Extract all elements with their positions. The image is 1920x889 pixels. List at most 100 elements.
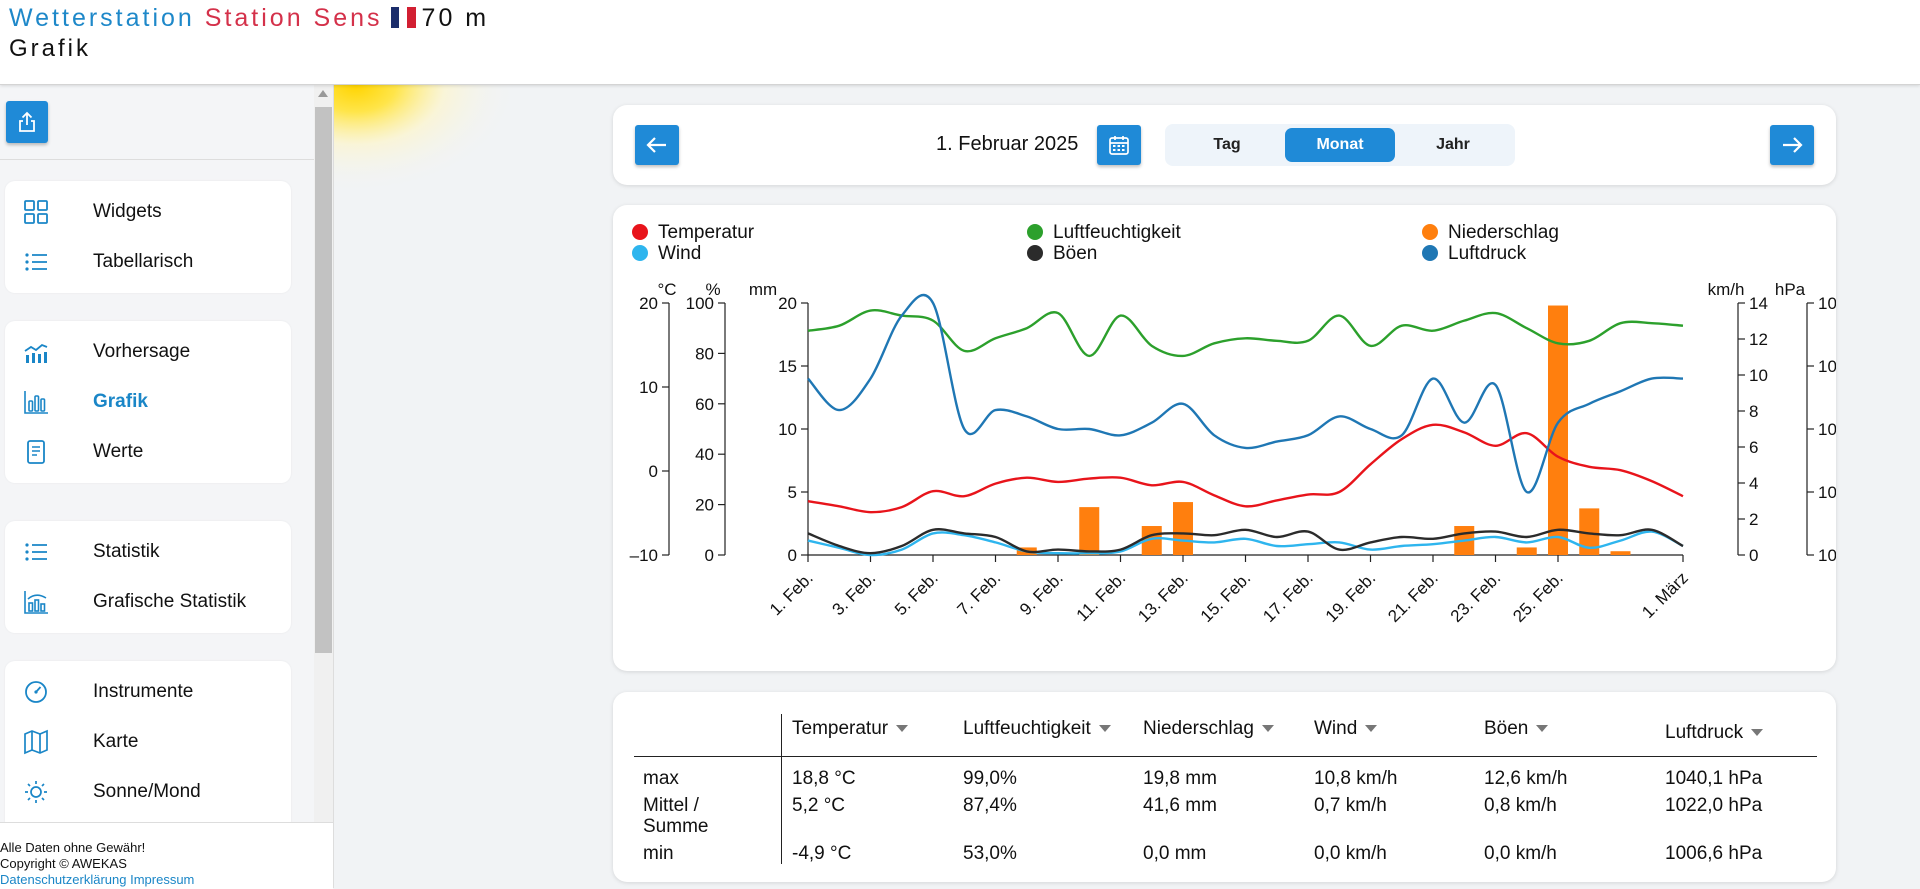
table-cell: 0,7 km/h <box>1314 795 1387 816</box>
axis-unit-label: °C <box>657 280 676 299</box>
x-tick-label: 11. Feb. <box>1073 568 1130 625</box>
sidebar-item-label: Statistik <box>93 541 160 562</box>
sun-icon <box>25 781 47 803</box>
legend-dot <box>1422 224 1438 240</box>
axis-unit-label: km/h <box>1708 280 1745 299</box>
sidebar-group-3: Statistik Grafische Statistik <box>5 521 291 633</box>
column-luftfeuchtigkeit[interactable]: Luftfeuchtigkeit <box>963 718 1111 740</box>
legend-wind[interactable]: Wind <box>632 243 701 265</box>
precipitation-bar <box>1548 305 1568 555</box>
sidebar-group-4: Instrumente Karte Sonne/Mond <box>5 661 291 831</box>
imprint-link[interactable]: Impressum <box>130 872 195 887</box>
axis-tick-label: 80 <box>695 344 714 363</box>
table-cell: 5,2 °C <box>792 795 846 816</box>
series-line-wind <box>807 530 1684 557</box>
sidebar-item-label: Grafik <box>93 391 148 412</box>
table-cell: 0,8 km/h <box>1484 795 1557 816</box>
axis-tick-label: 20 <box>639 294 658 313</box>
share-icon <box>19 111 35 132</box>
list-icon <box>25 543 47 561</box>
tab-jahr[interactable]: Jahr <box>1436 136 1470 153</box>
series-line-luftdruck <box>807 294 1684 494</box>
column-temperatur[interactable]: Temperatur <box>792 718 909 740</box>
period-switch: Tag Monat Jahr <box>1165 124 1515 166</box>
sort-caret-icon <box>1536 725 1549 732</box>
legend-luftdruck[interactable]: Luftdruck <box>1422 243 1526 265</box>
column-niederschlag[interactable]: Niederschlag <box>1143 718 1274 740</box>
axis-tick-label: 5 <box>788 483 797 502</box>
sidebar-item-karte[interactable]: Karte <box>5 717 291 767</box>
column-boeen[interactable]: Böen <box>1484 718 1549 740</box>
app-header: Wetterstation Station Sens 70 m Grafik <box>0 0 1920 85</box>
list-icon <box>25 253 47 271</box>
x-tick-label: 13. Feb. <box>1134 568 1192 626</box>
sidebar-item-sonne-mond[interactable]: Sonne/Mond <box>5 767 291 817</box>
weather-chart[interactable]: °C20100–10%100806040200mm20151050km/h141… <box>613 205 1836 671</box>
sidebar-group-1: Widgets Tabellarisch <box>5 181 291 293</box>
axis-unit-label: hPa <box>1775 280 1806 299</box>
previous-period-button[interactable] <box>635 125 679 165</box>
legend-boeen[interactable]: Böen <box>1027 243 1097 265</box>
sidebar-group-2: Vorhersage Grafik Werte <box>5 321 291 483</box>
column-wind[interactable]: Wind <box>1314 718 1378 740</box>
table-cell: 1040,1 hPa <box>1665 768 1763 789</box>
table-cell: -4,9 °C <box>792 843 852 864</box>
privacy-link[interactable]: Datenschutzerklärung <box>0 872 127 887</box>
document-icon <box>27 440 45 464</box>
calendar-icon <box>1109 136 1129 155</box>
sidebar-item-grafik[interactable]: Grafik <box>5 377 291 427</box>
calendar-button[interactable] <box>1097 125 1141 165</box>
map-icon <box>24 729 48 755</box>
table-cell: 1022,0 hPa <box>1665 795 1763 816</box>
table-cell: 41,6 mm <box>1143 795 1217 816</box>
table-header-divider <box>634 756 1817 757</box>
tab-monat[interactable]: Monat <box>1285 128 1395 162</box>
sidebar-item-label: Karte <box>93 731 139 752</box>
sidebar-item-label: Widgets <box>93 201 162 222</box>
share-button[interactable] <box>6 101 48 143</box>
precipitation-bar <box>1579 508 1600 555</box>
selected-date: 1. Februar 2025 <box>936 133 1079 155</box>
sidebar-item-statistik[interactable]: Statistik <box>5 527 291 577</box>
station-title: Wetterstation Station Sens 70 m <box>9 4 489 33</box>
sidebar-item-werte[interactable]: Werte <box>5 427 291 477</box>
sidebar-item-grafische-statistik[interactable]: Grafische Statistik <box>5 577 291 627</box>
tab-tag[interactable]: Tag <box>1213 136 1241 153</box>
x-tick-label: 9. Feb. <box>1016 568 1067 619</box>
x-tick-label: 25. Feb. <box>1509 568 1567 626</box>
page-title: Grafik <box>9 35 92 62</box>
scroll-up-arrow-icon[interactable] <box>318 90 328 97</box>
sort-caret-icon <box>1098 725 1111 732</box>
chart-panel: Temperatur Wind Luftfeuchtigkeit Böen Ni… <box>613 205 1836 671</box>
copyright-text: Copyright © AWEKAS <box>0 856 127 871</box>
axis-tick-label: 14 <box>1749 294 1768 313</box>
legend-luftfeuchtigkeit[interactable]: Luftfeuchtigkeit <box>1027 222 1181 244</box>
table-cell: 87,4% <box>963 795 1017 816</box>
row-label-mittel-summe: Mittel / Summe <box>643 795 709 837</box>
x-tick-label: 17. Feb. <box>1259 568 1317 626</box>
axis-tick-label: 6 <box>1749 438 1758 457</box>
sidebar-item-widgets[interactable]: Widgets <box>5 187 291 237</box>
legend-dot <box>632 224 648 240</box>
legend-niederschlag[interactable]: Niederschlag <box>1422 222 1559 244</box>
axis-tick-label: 20 <box>778 294 797 313</box>
x-tick-label: 5. Feb. <box>891 568 942 619</box>
table-cell: 1006,6 hPa <box>1665 843 1763 864</box>
legend-dot <box>632 245 648 261</box>
sidebar-item-instrumente[interactable]: Instrumente <box>5 667 291 717</box>
sidebar-item-label: Grafische Statistik <box>93 591 247 612</box>
sidebar-scrollbar-thumb[interactable] <box>315 107 332 653</box>
sidebar-item-vorhersage[interactable]: Vorhersage <box>5 327 291 377</box>
sidebar-item-tabellarisch[interactable]: Tabellarisch <box>5 237 291 287</box>
statistic-chart-icon <box>24 591 48 614</box>
legend-temperatur[interactable]: Temperatur <box>632 222 754 244</box>
france-flag-icon <box>390 6 416 28</box>
table-cell: 0,0 km/h <box>1314 843 1387 864</box>
column-luftdruck[interactable]: Luftdruck <box>1665 722 1764 744</box>
sidebar-divider <box>0 159 314 160</box>
next-period-button[interactable] <box>1770 125 1814 165</box>
bar-chart-icon <box>24 391 48 414</box>
arrow-right-icon <box>1783 137 1803 153</box>
sidebar: Widgets Tabellarisch Vorhersage Grafik W… <box>0 85 334 889</box>
